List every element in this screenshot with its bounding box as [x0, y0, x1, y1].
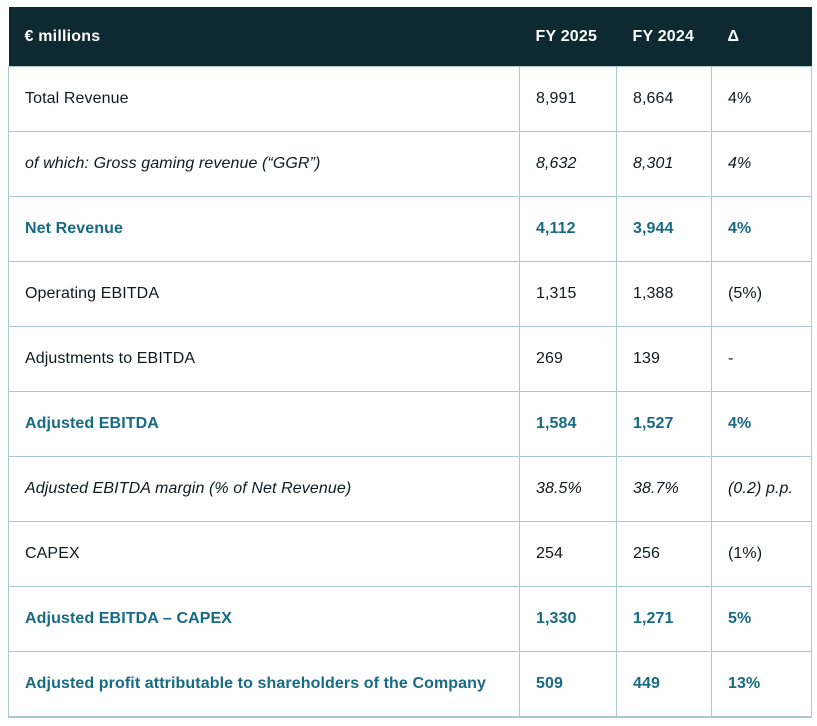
delta-value: -	[711, 326, 812, 392]
table-row: of which: Gross gaming revenue (“GGR”) 8…	[8, 131, 812, 197]
row-label: Adjusted EBITDA	[8, 391, 520, 457]
fy2025-value: 8,632	[519, 131, 617, 197]
delta-value: (1%)	[711, 521, 812, 587]
table-row: Adjusted EBITDA 1,584 1,527 4%	[8, 391, 812, 457]
fy2025-value: 254	[519, 521, 617, 587]
column-header-fy2024: FY 2024	[616, 7, 712, 67]
column-header-unit: € millions	[8, 7, 520, 67]
fy2025-value: 509	[519, 651, 617, 718]
row-label: Total Revenue	[8, 66, 520, 132]
fy2024-value: 1,388	[616, 261, 712, 327]
fy2024-value: 1,527	[616, 391, 712, 457]
table-row: CAPEX 254 256 (1%)	[8, 521, 812, 587]
financial-results-table: € millions FY 2025 FY 2024 Δ Total Reven…	[8, 7, 812, 718]
table-header-row: € millions FY 2025 FY 2024 Δ	[8, 7, 812, 67]
table-row: Adjusted EBITDA margin (% of Net Revenue…	[8, 456, 812, 522]
fy2024-value: 139	[616, 326, 712, 392]
row-label: Net Revenue	[8, 196, 520, 262]
table-row: Net Revenue 4,112 3,944 4%	[8, 196, 812, 262]
delta-value: 4%	[711, 391, 812, 457]
fy2024-value: 1,271	[616, 586, 712, 652]
row-label: Adjustments to EBITDA	[8, 326, 520, 392]
table-row: Total Revenue 8,991 8,664 4%	[8, 66, 812, 132]
fy2024-value: 256	[616, 521, 712, 587]
delta-value: (5%)	[711, 261, 812, 327]
fy2025-value: 1,584	[519, 391, 617, 457]
fy2024-value: 449	[616, 651, 712, 718]
row-label: Operating EBITDA	[8, 261, 520, 327]
delta-value: 4%	[711, 131, 812, 197]
delta-value: (0.2) p.p.	[711, 456, 812, 522]
fy2024-value: 3,944	[616, 196, 712, 262]
fy2025-value: 1,330	[519, 586, 617, 652]
fy2025-value: 1,315	[519, 261, 617, 327]
fy2024-value: 38.7%	[616, 456, 712, 522]
fy2024-value: 8,301	[616, 131, 712, 197]
table-row: Operating EBITDA 1,315 1,388 (5%)	[8, 261, 812, 327]
table-row: Adjusted profit attributable to sharehol…	[8, 651, 812, 718]
row-label: of which: Gross gaming revenue (“GGR”)	[8, 131, 520, 197]
fy2025-value: 38.5%	[519, 456, 617, 522]
table-row: Adjustments to EBITDA 269 139 -	[8, 326, 812, 392]
fy2024-value: 8,664	[616, 66, 712, 132]
row-label: Adjusted profit attributable to sharehol…	[8, 651, 520, 718]
table-row: Adjusted EBITDA – CAPEX 1,330 1,271 5%	[8, 586, 812, 652]
column-header-delta: Δ	[711, 7, 812, 67]
delta-value: 4%	[711, 196, 812, 262]
column-header-fy2025: FY 2025	[519, 7, 617, 67]
fy2025-value: 4,112	[519, 196, 617, 262]
row-label: Adjusted EBITDA – CAPEX	[8, 586, 520, 652]
delta-value: 5%	[711, 586, 812, 652]
delta-value: 4%	[711, 66, 812, 132]
row-label: Adjusted EBITDA margin (% of Net Revenue…	[8, 456, 520, 522]
delta-value: 13%	[711, 651, 812, 718]
row-label: CAPEX	[8, 521, 520, 587]
fy2025-value: 8,991	[519, 66, 617, 132]
fy2025-value: 269	[519, 326, 617, 392]
